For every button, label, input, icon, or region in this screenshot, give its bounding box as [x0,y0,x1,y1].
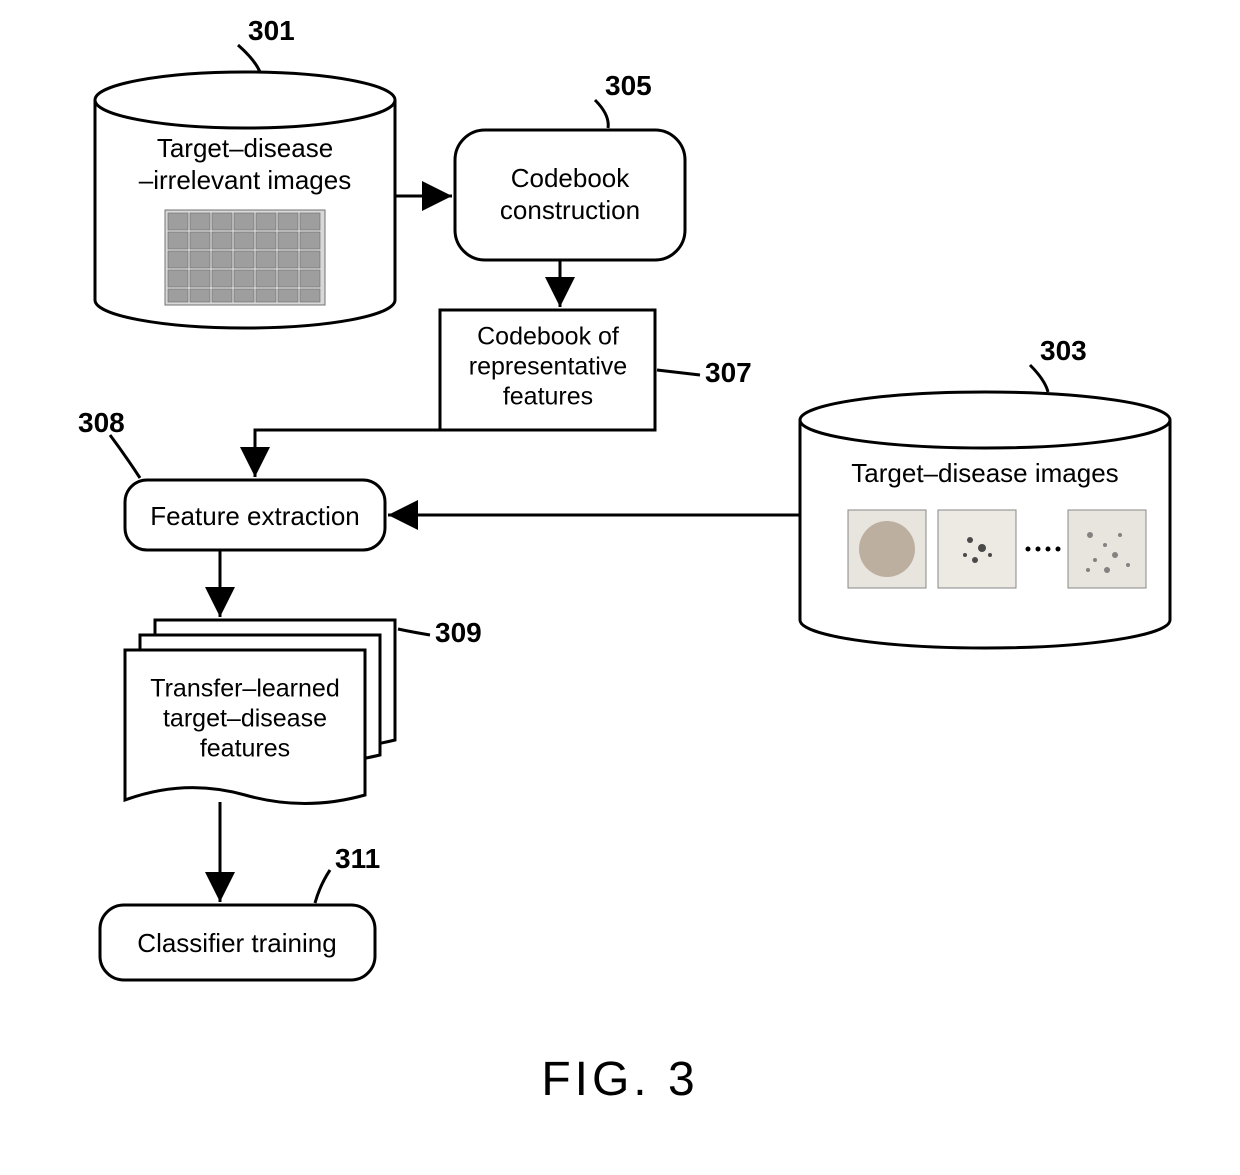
n303-line0: Target–disease images [851,458,1118,488]
label-305: 305 [605,70,652,101]
n301-line0: Target–disease [157,133,333,163]
n309-line2: features [200,735,290,763]
label-308: 308 [78,407,125,438]
n307-line1: representative [469,353,627,381]
figure-3: 301 Target–disease –irrelevant images Co… [0,0,1240,1175]
label-301: 301 [248,15,295,46]
node-classifier-training: Classifier training 311 [100,843,380,980]
n305-line1: construction [500,195,640,225]
sample-images-icon [848,510,1146,588]
figure-caption: FIG. 3 [541,1053,698,1106]
label-303: 303 [1040,335,1087,366]
node-codebook-construction: Codebook construction 305 [455,70,685,260]
node-codebook-features: Codebook of representative features 307 [440,310,752,430]
label-311: 311 [335,843,380,874]
n301-line1: –irrelevant images [139,165,351,195]
n311-line0: Classifier training [137,928,336,958]
node-transfer-learned-features: Transfer–learned target–disease features… [125,617,482,804]
node-feature-extraction: Feature extraction 308 [78,407,385,550]
n307-line2: features [503,383,593,411]
n309-line1: target–disease [163,705,327,733]
n309-line0: Transfer–learned [150,675,339,703]
db-target-disease: 303 Target–disease images [800,335,1170,648]
thumbnail-grid-icon [165,210,325,305]
n308-line0: Feature extraction [150,501,360,531]
n307-line0: Codebook of [477,323,619,351]
label-307: 307 [705,357,752,388]
db-target-disease-irrelevant: 301 Target–disease –irrelevant images [95,15,395,328]
label-309: 309 [435,617,482,648]
n305-line0: Codebook [511,163,631,193]
